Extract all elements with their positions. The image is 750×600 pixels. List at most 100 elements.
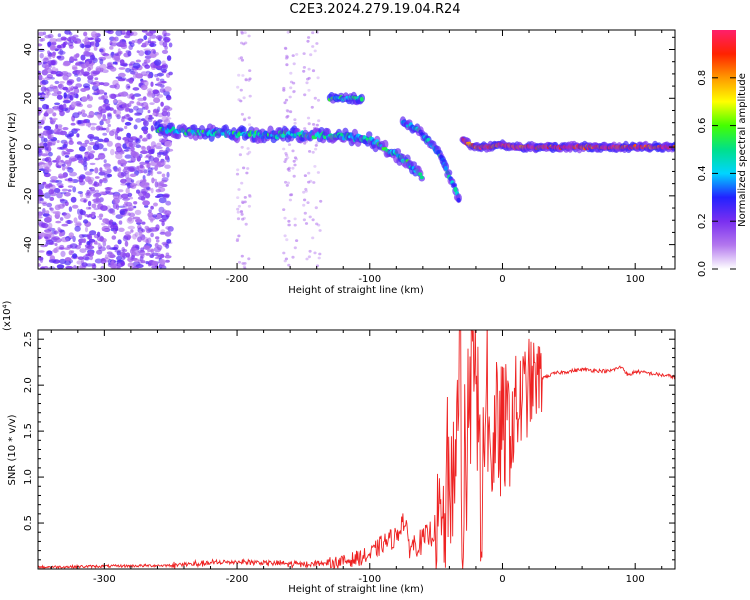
noise-mark xyxy=(160,101,164,107)
noise-mark xyxy=(93,200,102,204)
noise-mark xyxy=(62,203,66,207)
noise-mark xyxy=(237,57,241,60)
noise-mark xyxy=(148,209,152,213)
noise-mark xyxy=(154,195,161,198)
colorbar-tick-label: 0.6 xyxy=(697,118,708,134)
ridge-mark xyxy=(419,175,424,180)
colorbar-tick-label: 0.0 xyxy=(697,261,708,277)
noise-mark xyxy=(46,250,53,255)
noise-mark xyxy=(51,119,57,123)
noise-mark xyxy=(59,110,65,117)
noise-mark xyxy=(241,74,245,77)
noise-mark xyxy=(306,39,310,43)
noise-mark xyxy=(155,236,160,240)
noise-mark xyxy=(42,130,50,136)
noise-mark xyxy=(78,214,83,220)
noise-mark xyxy=(239,88,243,92)
noise-mark xyxy=(154,73,159,78)
noise-mark xyxy=(124,146,131,150)
noise-mark xyxy=(137,236,142,243)
y-tick-label: 2.0 xyxy=(23,377,34,393)
noise-mark xyxy=(236,85,240,89)
noise-mark xyxy=(289,86,293,90)
noise-mark xyxy=(302,190,306,194)
y-tick-label: 1.5 xyxy=(23,423,34,439)
noise-mark xyxy=(62,42,66,48)
noise-mark xyxy=(112,221,117,226)
noise-mark xyxy=(308,215,312,219)
noise-mark xyxy=(49,134,54,140)
noise-mark xyxy=(126,132,131,139)
noise-mark xyxy=(48,266,56,269)
noise-mark xyxy=(64,159,71,165)
noise-mark xyxy=(74,225,81,232)
noise-mark xyxy=(161,60,166,66)
noise-mark xyxy=(282,86,286,90)
noise-mark xyxy=(118,220,123,225)
noise-mark xyxy=(302,52,306,55)
noise-mark xyxy=(246,152,250,156)
noise-mark xyxy=(165,252,170,256)
noise-mark xyxy=(88,142,97,146)
noise-mark xyxy=(122,168,128,173)
noise-mark xyxy=(47,60,55,66)
noise-mark xyxy=(97,153,106,160)
ridge-mark xyxy=(418,172,423,176)
ridge-mark xyxy=(456,197,461,203)
noise-mark xyxy=(100,205,108,212)
noise-mark xyxy=(244,78,248,82)
noise-mark xyxy=(100,258,107,264)
noise-mark xyxy=(120,193,129,199)
noise-mark xyxy=(42,208,46,214)
spectrogram-marks xyxy=(38,30,675,269)
noise-mark xyxy=(135,244,140,249)
noise-mark xyxy=(99,170,108,176)
ridge-mark xyxy=(445,169,453,177)
noise-mark xyxy=(54,243,58,246)
noise-mark xyxy=(307,88,311,92)
noise-mark xyxy=(240,58,244,62)
noise-mark xyxy=(127,192,133,197)
noise-mark xyxy=(117,189,124,193)
noise-mark xyxy=(122,197,130,201)
noise-mark xyxy=(156,171,162,175)
noise-mark xyxy=(133,258,140,263)
noise-mark xyxy=(135,73,144,79)
noise-mark xyxy=(108,93,116,99)
noise-mark xyxy=(159,160,167,163)
noise-mark xyxy=(236,237,240,241)
noise-mark xyxy=(38,183,45,190)
noise-mark xyxy=(240,254,244,258)
noise-mark xyxy=(38,232,46,237)
noise-mark xyxy=(81,113,88,118)
noise-mark xyxy=(132,266,139,269)
noise-mark xyxy=(44,166,50,173)
noise-mark xyxy=(236,196,240,200)
noise-mark xyxy=(120,77,127,80)
x-tick-label: 0 xyxy=(499,574,505,585)
noise-mark xyxy=(72,86,79,90)
noise-mark xyxy=(137,196,146,201)
noise-mark xyxy=(242,118,247,122)
noise-mark xyxy=(140,150,149,155)
noise-mark xyxy=(96,111,102,115)
noise-mark xyxy=(285,63,289,67)
noise-mark xyxy=(161,80,167,84)
noise-mark xyxy=(142,188,146,195)
noise-mark xyxy=(123,136,130,140)
noise-mark xyxy=(283,101,287,105)
noise-mark xyxy=(289,193,294,197)
colorbar-label: Normalized spectral amplitude xyxy=(737,73,748,227)
noise-mark xyxy=(303,174,307,178)
noise-mark xyxy=(91,203,97,209)
noise-mark xyxy=(127,225,135,230)
noise-mark xyxy=(287,223,292,227)
noise-mark xyxy=(147,237,152,244)
noise-mark xyxy=(93,70,101,74)
noise-mark xyxy=(112,246,118,251)
noise-mark xyxy=(48,241,55,245)
noise-mark xyxy=(158,197,167,204)
noise-mark xyxy=(72,186,77,193)
noise-mark xyxy=(38,263,41,267)
noise-mark xyxy=(131,95,135,100)
